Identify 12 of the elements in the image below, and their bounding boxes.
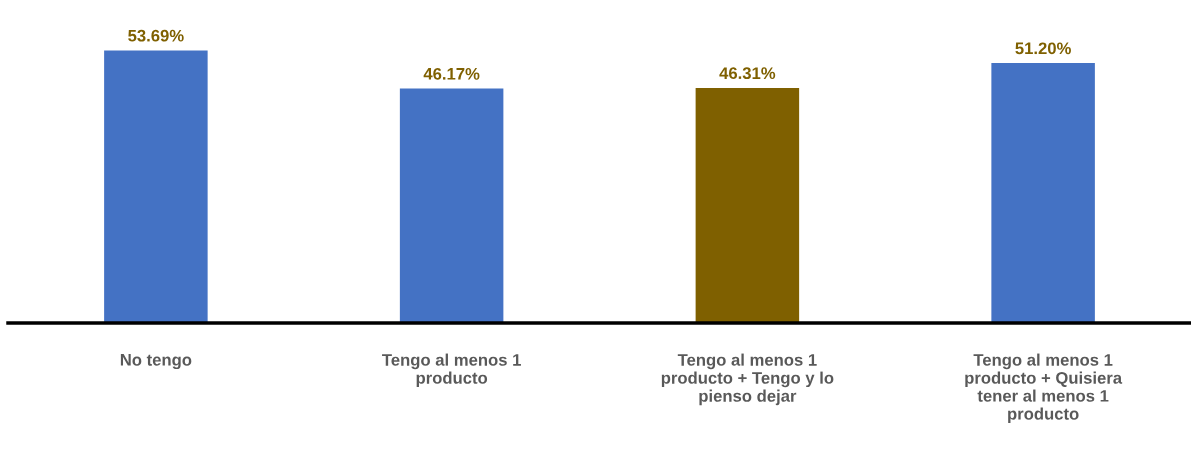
bar [991, 63, 1095, 323]
data-label: 46.17% [423, 67, 480, 80]
x-tick-label: Tengo al menos 1 producto + Tengo y lo pienso dejar [661, 353, 834, 406]
x-tick-label: No tengo [120, 354, 192, 370]
data-label: 51.20% [1015, 42, 1071, 55]
bar [399, 88, 504, 323]
bar [104, 50, 208, 323]
x-tick-label: Tengo al menos 1 producto + Quisiera tener al menos 1 producto [965, 353, 1123, 424]
x-tick-label: Tengo al menos 1 producto [382, 353, 521, 388]
data-label: 46.31% [719, 67, 776, 80]
data-label: 53.69% [128, 29, 184, 42]
bar [695, 87, 800, 323]
